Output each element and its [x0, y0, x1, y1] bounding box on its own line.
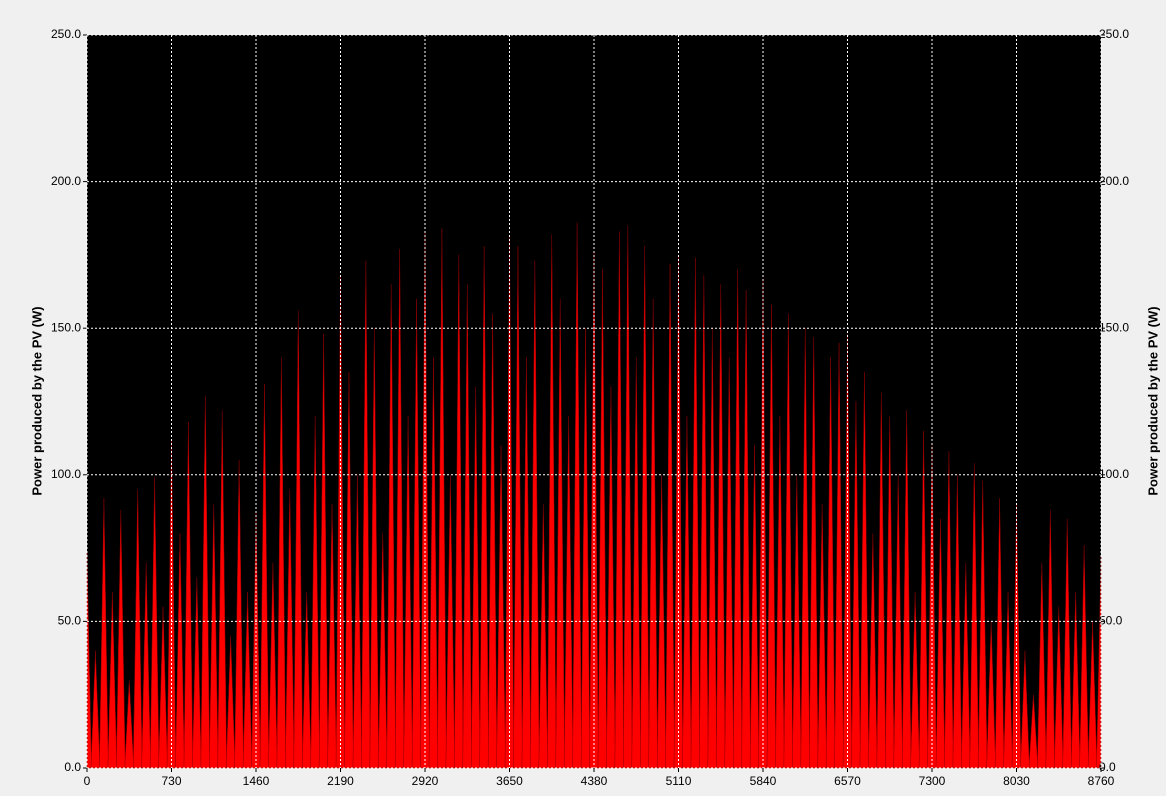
y2-tick-label: 150.0 — [1099, 320, 1129, 334]
y-tick-label: 0.0 — [64, 760, 81, 774]
x-tick-label: 1460 — [243, 774, 270, 788]
bar — [437, 228, 447, 769]
x-tick-label: 4380 — [581, 774, 608, 788]
bar — [132, 489, 143, 769]
bar — [749, 445, 760, 769]
bar — [1028, 694, 1039, 769]
bar — [572, 222, 582, 769]
y2-tick-label: 100.0 — [1099, 467, 1129, 481]
x-tick-label: 0 — [84, 774, 91, 788]
bar — [454, 254, 464, 769]
bar — [741, 290, 751, 769]
bar — [513, 246, 523, 769]
y-tick-label: 250.0 — [51, 27, 81, 41]
y-tick-label: 200.0 — [51, 174, 81, 188]
y-tick-label: 50.0 — [58, 614, 82, 628]
bar — [276, 357, 287, 769]
bar — [961, 562, 971, 769]
bar — [580, 328, 591, 769]
bar — [285, 489, 295, 769]
bar — [521, 357, 532, 769]
bar — [884, 416, 895, 769]
bar — [969, 463, 980, 769]
bar — [800, 328, 811, 769]
x-tick-label: 8030 — [1003, 774, 1030, 788]
y2-tick-label: 0.0 — [1099, 760, 1116, 774]
bar — [606, 386, 616, 769]
bar — [808, 336, 819, 769]
bar — [724, 357, 734, 769]
bar — [530, 260, 540, 769]
y2-tick-label: 50.0 — [1099, 614, 1123, 628]
bar — [825, 357, 836, 769]
bar — [1053, 606, 1064, 769]
bar — [217, 410, 227, 769]
x-tick-label: 5840 — [750, 774, 777, 788]
bar — [732, 269, 743, 769]
bar — [648, 298, 658, 769]
y-tick-label: 150.0 — [51, 320, 81, 334]
bar — [1037, 562, 1047, 769]
bar — [141, 562, 151, 769]
bar — [901, 410, 912, 769]
bar — [149, 477, 160, 769]
bar — [301, 592, 312, 769]
bar — [124, 680, 135, 769]
x-tick-label: 6570 — [834, 774, 861, 788]
x-tick-label: 7300 — [919, 774, 946, 788]
bar — [428, 357, 439, 769]
x-tick-label: 8760 — [1088, 774, 1115, 788]
bar — [682, 416, 692, 769]
y2-axis-title: Power produced by the PV (W) — [1145, 306, 1160, 495]
bar — [665, 263, 675, 769]
bar — [361, 260, 371, 769]
x-tick-label: 2190 — [327, 774, 354, 788]
y2-tick-label: 250.0 — [1099, 27, 1129, 41]
bar — [1096, 556, 1102, 769]
bar — [597, 269, 608, 769]
y-tick-label: 100.0 — [51, 467, 81, 481]
bar — [496, 445, 506, 769]
bar — [977, 480, 988, 769]
bar — [200, 395, 211, 769]
bar — [876, 392, 887, 769]
bar — [1045, 509, 1056, 769]
x-tick-label: 5110 — [666, 774, 692, 788]
bar — [225, 636, 236, 769]
bar — [377, 533, 388, 769]
bar — [369, 328, 380, 769]
bar — [208, 504, 219, 769]
x-tick-label: 3650 — [496, 774, 523, 788]
y2-tick-label: 200.0 — [1099, 174, 1129, 188]
bar — [293, 310, 304, 769]
y-axis-title: Power produced by the PV (W) — [29, 306, 44, 495]
bar — [817, 504, 827, 769]
x-tick-label: 2920 — [412, 774, 439, 788]
x-tick-label: 730 — [161, 774, 181, 788]
